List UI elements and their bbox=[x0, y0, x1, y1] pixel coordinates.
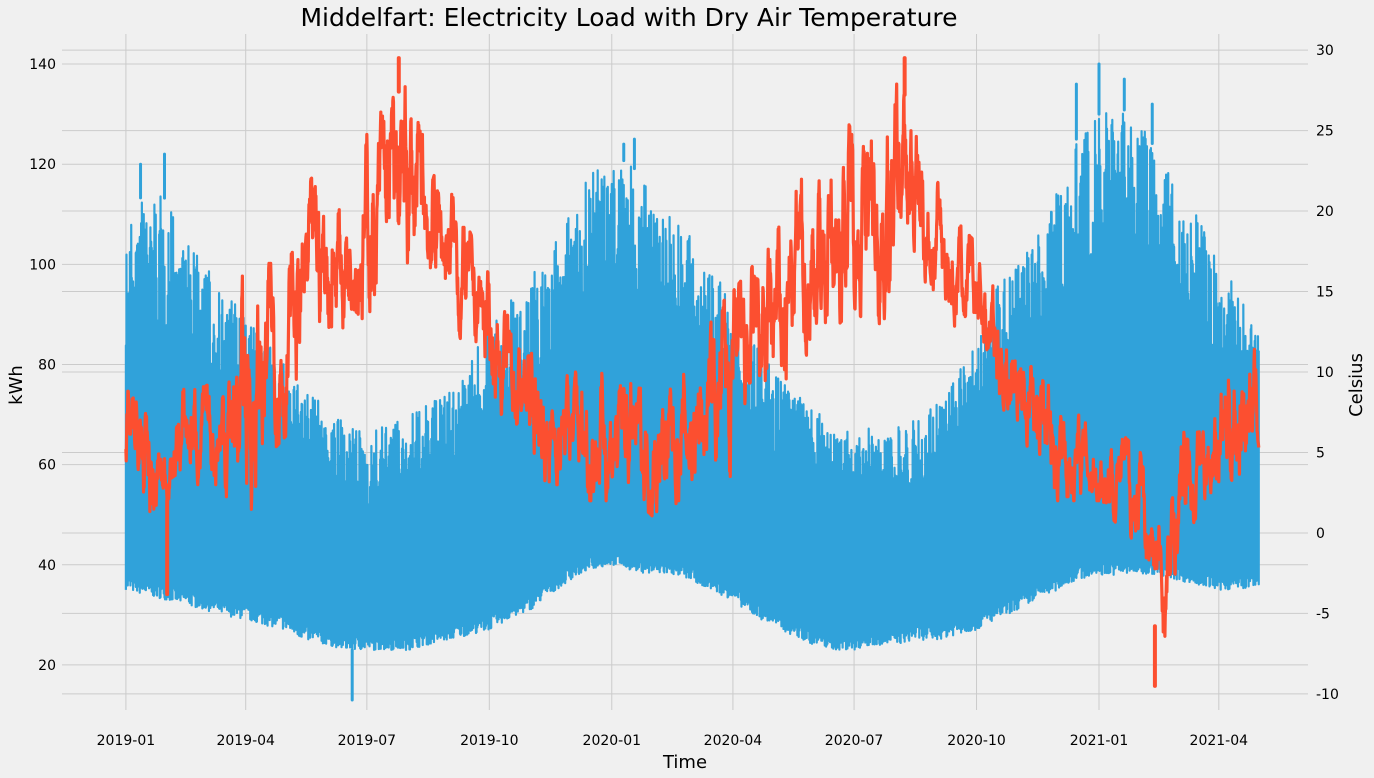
x-tick-label: 2020-04 bbox=[704, 733, 763, 749]
y2-tick-label: 30 bbox=[1316, 43, 1334, 59]
x-tick-label: 2020-07 bbox=[825, 733, 884, 749]
y-tick-label: 40 bbox=[38, 558, 56, 574]
y2-tick-label: -5 bbox=[1316, 606, 1330, 622]
y2-axis-label: Celsius bbox=[1346, 353, 1367, 417]
x-tick-label: 2020-10 bbox=[947, 733, 1006, 749]
y-axis-label: kWh bbox=[6, 365, 27, 405]
chart-title: Middelfart: Electricity Load with Dry Ai… bbox=[300, 3, 957, 32]
x-tick-label: 2021-04 bbox=[1190, 733, 1249, 749]
tick-labels: 2019-01 2019-04 2019-07 2019-10 2020-01 2020-… bbox=[29, 43, 1339, 749]
y2-tick-label: 10 bbox=[1316, 365, 1334, 381]
load-series-line bbox=[124, 112, 1260, 651]
y-tick-label: 100 bbox=[29, 257, 56, 273]
y-tick-label: 120 bbox=[29, 157, 56, 173]
y2-tick-label: 20 bbox=[1316, 204, 1334, 220]
x-tick-label: 2021-01 bbox=[1070, 733, 1129, 749]
x-tick-label: 2020-01 bbox=[583, 733, 642, 749]
x-tick-label: 2019-01 bbox=[97, 733, 156, 749]
y2-tick-label: 25 bbox=[1316, 124, 1334, 140]
y-tick-label: 60 bbox=[38, 458, 56, 474]
y-tick-label: 140 bbox=[29, 57, 56, 73]
x-tick-label: 2019-07 bbox=[338, 733, 397, 749]
x-tick-label: 2019-10 bbox=[460, 733, 519, 749]
temperature-series-line bbox=[124, 82, 1261, 638]
y-tick-label: 80 bbox=[38, 357, 56, 373]
y2-tick-label: 5 bbox=[1316, 445, 1325, 461]
y2-tick-label: 15 bbox=[1316, 285, 1334, 301]
x-tick-label: 2019-04 bbox=[216, 733, 275, 749]
y2-tick-label: -10 bbox=[1316, 687, 1339, 703]
y2-tick-label: 0 bbox=[1316, 526, 1325, 542]
plot-area bbox=[124, 56, 1261, 702]
y-tick-label: 20 bbox=[38, 658, 56, 674]
x-axis-label: Time bbox=[662, 752, 707, 773]
